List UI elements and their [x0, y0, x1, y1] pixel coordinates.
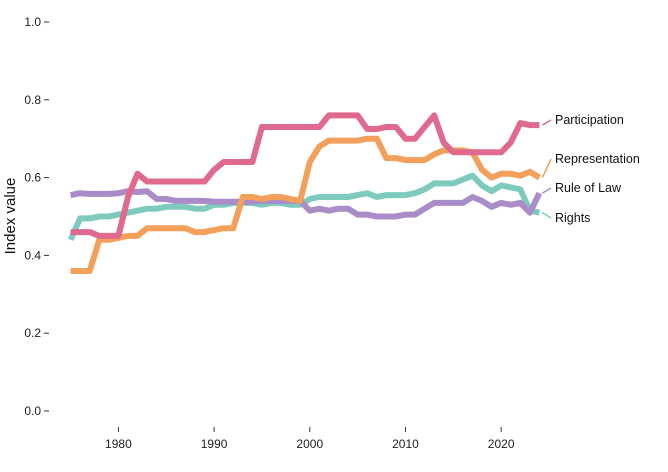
x-tick-label: 1990 [201, 437, 228, 451]
y-tick-label: 0.6 [24, 171, 41, 185]
label-leader-line [541, 158, 552, 178]
label-leader-line [542, 119, 552, 126]
label-leader-line [542, 211, 552, 219]
series-labels: Participation Representation Rule of Law Ri… [541, 113, 640, 225]
series-label-participation: Participation [555, 113, 624, 127]
series-label-rights: Rights [555, 211, 590, 225]
series-label-rule-of-law: Rule of Law [555, 181, 622, 195]
x-axis: 1980 1990 2000 2010 2020 [105, 427, 515, 451]
y-axis: 0.0 0.2 0.4 0.6 0.8 1.0 [24, 15, 49, 418]
y-tick-label: 0.0 [24, 404, 41, 418]
x-tick-label: 2010 [392, 437, 419, 451]
y-tick-label: 0.4 [24, 248, 41, 262]
y-tick-label: 0.8 [24, 93, 41, 107]
x-tick-label: 1980 [105, 437, 132, 451]
series-lines [67, 112, 543, 274]
x-tick-label: 2000 [296, 437, 323, 451]
series-line-participation [70, 112, 540, 239]
y-axis-title: Index value [2, 178, 19, 255]
y-tick-label: 0.2 [24, 326, 41, 340]
y-tick-label: 1.0 [24, 15, 41, 29]
x-tick-label: 2020 [488, 437, 515, 451]
series-label-representation: Representation [555, 152, 640, 166]
label-leader-line [542, 187, 552, 194]
series-line-rule-of-law [70, 188, 543, 220]
